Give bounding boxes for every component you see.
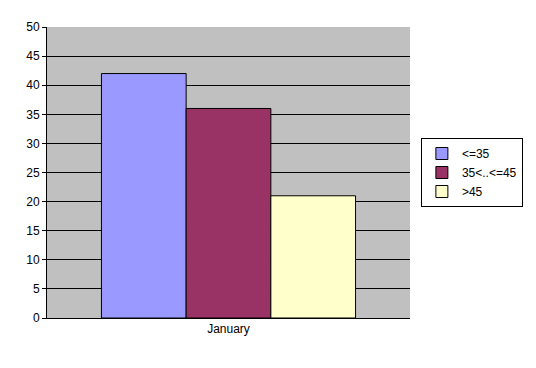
svg-text:45: 45 [26, 49, 40, 63]
svg-text:5: 5 [33, 282, 40, 296]
svg-text:25: 25 [26, 166, 40, 180]
svg-text:>45: >45 [462, 185, 483, 199]
svg-text:50: 50 [26, 20, 40, 34]
svg-text:35: 35 [26, 108, 40, 122]
svg-text:35<..<=45: 35<..<=45 [462, 166, 517, 180]
svg-text:40: 40 [26, 78, 40, 92]
svg-text:20: 20 [26, 195, 40, 209]
svg-text:January: January [207, 322, 250, 336]
svg-text:10: 10 [26, 253, 40, 267]
svg-text:30: 30 [26, 137, 40, 151]
svg-text:15: 15 [26, 224, 40, 238]
svg-text:0: 0 [33, 311, 40, 325]
svg-text:<=35: <=35 [462, 147, 490, 161]
